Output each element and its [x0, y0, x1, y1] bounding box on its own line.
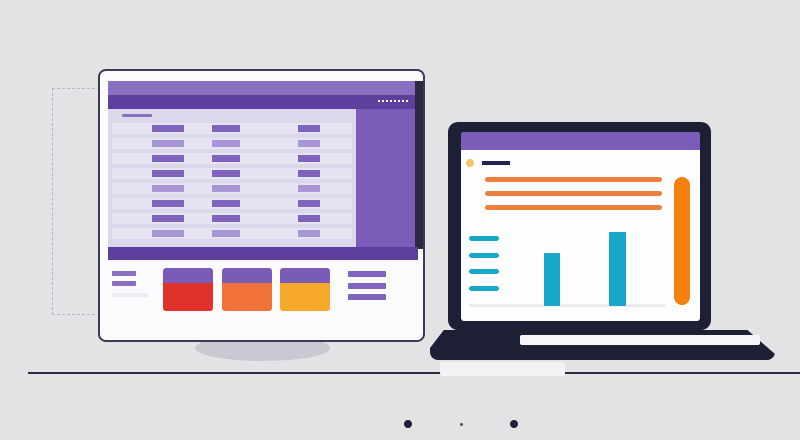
legend-item — [469, 253, 499, 258]
page-dot[interactable] — [404, 420, 412, 428]
table-cell — [152, 155, 184, 162]
list-item[interactable] — [112, 271, 136, 276]
nav-icons[interactable] — [378, 100, 408, 103]
table-cell — [298, 125, 320, 132]
table-cell — [212, 170, 240, 177]
table-cell — [212, 200, 240, 207]
stat-card-red[interactable] — [163, 268, 213, 311]
monitor-nav-bar — [108, 95, 418, 109]
table-cell — [298, 215, 320, 222]
laptop-front — [440, 362, 565, 376]
page-dot[interactable] — [510, 420, 518, 428]
table-cell — [152, 170, 184, 177]
data-table — [108, 109, 358, 249]
chart-bar — [609, 232, 626, 306]
table-cell — [152, 230, 184, 237]
table-cell — [212, 140, 240, 147]
monitor-edge — [415, 81, 423, 249]
table-row[interactable] — [112, 228, 352, 239]
table-cell — [212, 155, 240, 162]
chart-bar — [544, 253, 560, 306]
legend-item — [469, 236, 499, 241]
vertical-progress — [674, 177, 690, 305]
laptop-screen — [461, 132, 700, 321]
page-dot[interactable] — [460, 423, 463, 426]
progress-bar — [485, 191, 662, 196]
table-row[interactable] — [112, 153, 352, 164]
table-cell — [152, 140, 184, 147]
table-cell — [212, 125, 240, 132]
laptop — [448, 122, 711, 330]
progress-bar — [485, 205, 662, 210]
stat-card-orange[interactable] — [222, 268, 272, 311]
monitor-title-bar — [108, 81, 418, 95]
chart-baseline — [469, 304, 665, 307]
table-cell — [212, 215, 240, 222]
table-row[interactable] — [112, 198, 352, 209]
side-panel — [356, 109, 418, 249]
list-item[interactable] — [348, 294, 386, 300]
laptop-header — [461, 132, 700, 150]
table-row[interactable] — [112, 168, 352, 179]
list-item[interactable] — [112, 281, 136, 286]
table-cell — [298, 155, 320, 162]
desktop-monitor — [98, 69, 425, 342]
legend-item — [469, 269, 499, 274]
laptop-palmrest — [520, 335, 760, 345]
title-bar — [482, 161, 510, 165]
table-row[interactable] — [112, 123, 352, 134]
avatar — [466, 159, 474, 167]
table-cell — [152, 125, 184, 132]
table-cell — [152, 200, 184, 207]
table-footer-bar — [108, 247, 418, 260]
list-item[interactable] — [348, 271, 386, 277]
dashed-frame — [52, 88, 100, 315]
table-cell — [152, 185, 184, 192]
table-row[interactable] — [112, 213, 352, 224]
list-item[interactable] — [348, 283, 386, 289]
table-row[interactable] — [112, 183, 352, 194]
progress-bar — [485, 177, 662, 182]
table-cell — [212, 185, 240, 192]
table-cell — [298, 200, 320, 207]
table-cell — [298, 140, 320, 147]
legend-item — [469, 286, 499, 291]
stat-card-yellow[interactable] — [280, 268, 330, 311]
table-cell — [298, 230, 320, 237]
table-row[interactable] — [112, 138, 352, 149]
table-cell — [298, 170, 320, 177]
table-header-bar — [122, 114, 152, 117]
table-cell — [298, 185, 320, 192]
desk-line — [28, 372, 800, 374]
list-item[interactable] — [112, 293, 148, 297]
table-cell — [152, 215, 184, 222]
table-cell — [212, 230, 240, 237]
